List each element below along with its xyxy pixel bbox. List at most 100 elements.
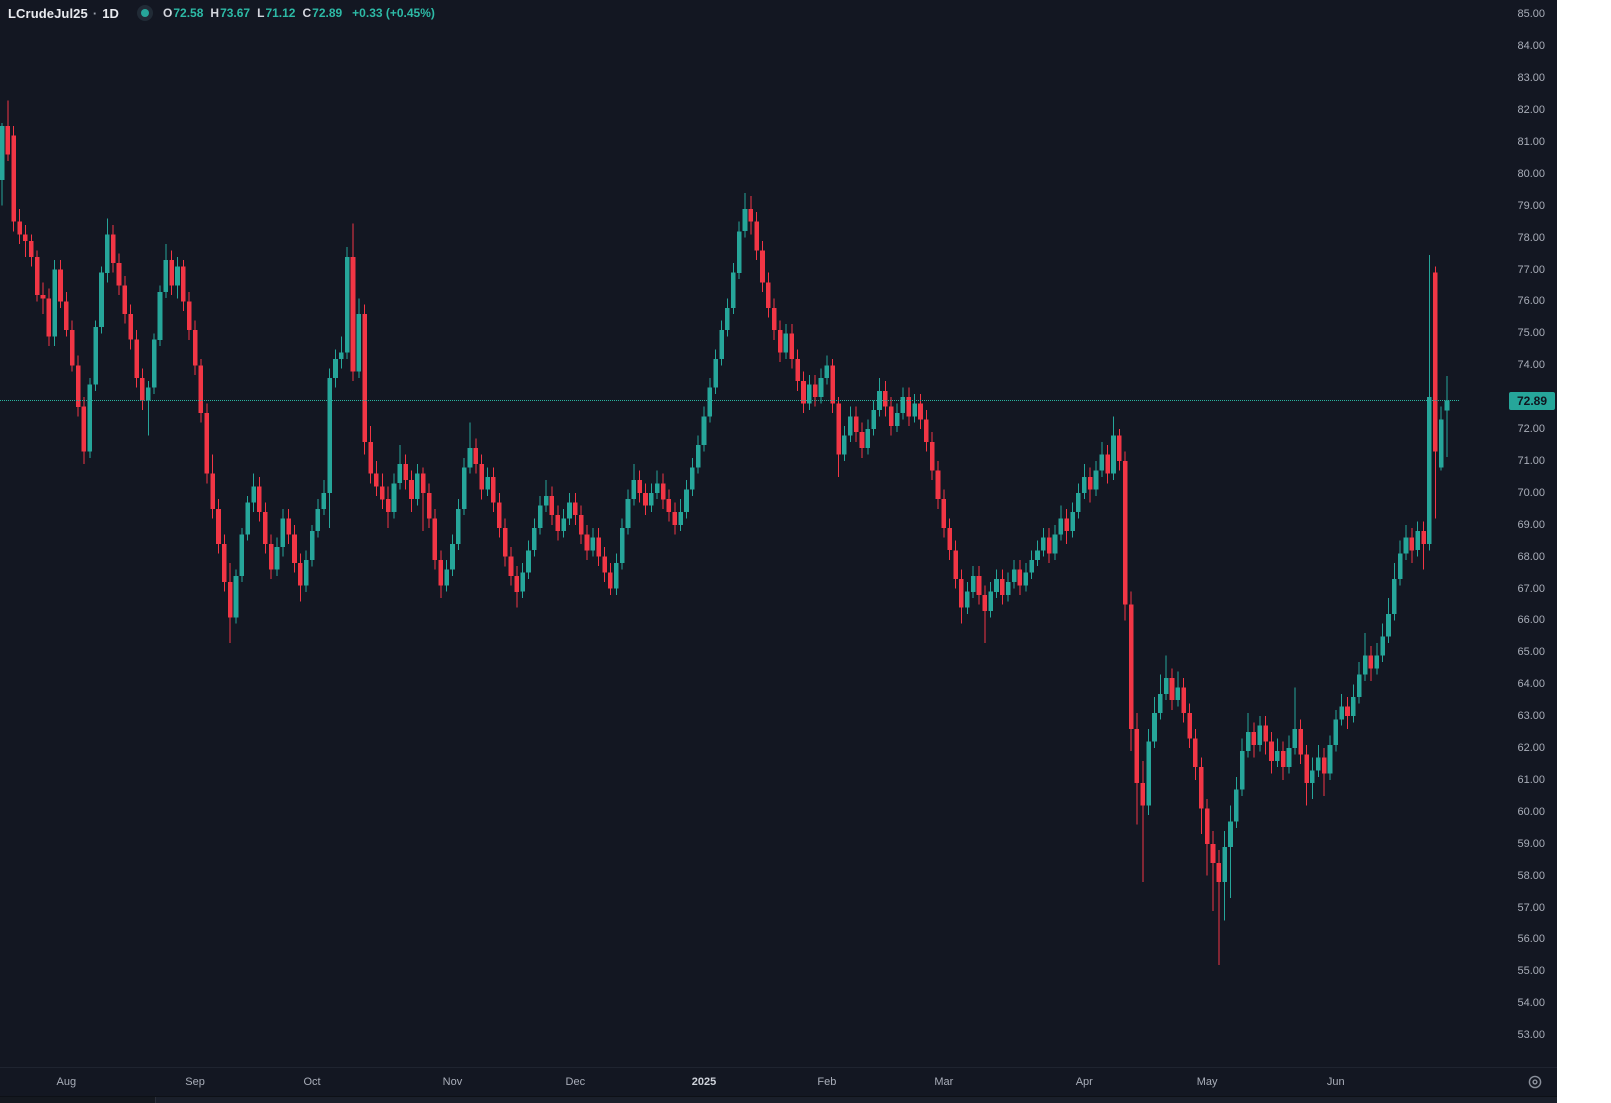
candle-body — [619, 527, 625, 563]
candle-body — [1169, 677, 1175, 701]
candle-body — [789, 333, 795, 359]
candle-body — [1187, 713, 1192, 739]
candle-body — [456, 508, 461, 544]
candle-body — [643, 492, 648, 506]
candle-body — [1380, 636, 1385, 656]
candle-body — [69, 330, 75, 366]
symbol-title[interactable]: LCrudeJul25 — [8, 5, 88, 21]
candle-body — [432, 518, 438, 560]
market-status-icon[interactable] — [137, 5, 154, 21]
candle-body — [502, 527, 508, 557]
candle-body — [157, 291, 163, 340]
candle-body — [754, 221, 759, 251]
candle-body — [303, 559, 309, 586]
price-axis-label: 79.00 — [1517, 199, 1545, 212]
candle-body — [672, 512, 678, 525]
high-value: 73.67 — [220, 6, 251, 20]
low-label: L — [257, 6, 265, 20]
candle-body — [666, 499, 672, 512]
price-axis-label: 61.00 — [1517, 773, 1545, 786]
candle-body — [280, 518, 286, 548]
candle-body — [227, 582, 233, 618]
time-axis-label: Feb — [817, 1076, 837, 1088]
candle-body — [1023, 572, 1029, 586]
price-axis-label: 64.00 — [1517, 678, 1545, 691]
axis-settings-icon[interactable] — [1526, 1073, 1544, 1091]
candle-wick — [1165, 655, 1167, 701]
open-value: 72.58 — [173, 6, 204, 20]
chart-legend: LCrudeJul25 · 1D O72.58 H73.67 L71.12 C7… — [8, 4, 435, 22]
candle-body — [309, 531, 315, 560]
candle-wick — [1423, 521, 1425, 570]
price-axis-label: 71.00 — [1517, 454, 1545, 467]
candle-body — [1432, 272, 1438, 452]
candle-body — [1239, 751, 1245, 790]
candle-body — [134, 339, 139, 378]
candle-body — [1041, 537, 1046, 551]
candle-body — [865, 429, 871, 449]
candle-body — [1076, 492, 1081, 512]
candle-body — [719, 330, 724, 359]
candle-body — [684, 489, 689, 512]
candle-body — [824, 365, 830, 379]
candlestick-canvas — [0, 100, 1450, 965]
candle-body — [181, 266, 186, 302]
candle-body — [491, 476, 496, 503]
candle-body — [906, 397, 912, 417]
price-axis-label: 65.00 — [1517, 646, 1545, 659]
price-axis-label: 59.00 — [1517, 837, 1545, 850]
candle-body — [34, 256, 40, 296]
candle-body — [1122, 461, 1128, 605]
candle-body — [169, 260, 174, 286]
candle-body — [1152, 713, 1157, 742]
candle-body — [1017, 569, 1023, 586]
candle-body — [836, 403, 841, 455]
candle-body — [871, 409, 876, 429]
candle-body — [707, 387, 713, 417]
candle-body — [1438, 419, 1444, 468]
candle-body — [11, 135, 16, 222]
candle-body — [549, 496, 555, 516]
candle-body — [847, 416, 853, 436]
price-axis-label: 83.00 — [1517, 72, 1545, 85]
ohlc-close: C72.89 — [302, 6, 342, 20]
candle-body — [239, 534, 245, 576]
last-price-value: 72.89 — [1516, 393, 1548, 408]
candle-body — [1251, 732, 1257, 745]
candle-body — [900, 397, 906, 414]
candle-body — [801, 381, 806, 404]
candle-body — [877, 390, 882, 410]
interval-label[interactable]: 1D — [102, 5, 120, 21]
chart-pane[interactable]: LCrudeJul25 · 1D O72.58 H73.67 L71.12 C7… — [0, 0, 1460, 1067]
candle-body — [1134, 728, 1140, 784]
candle-body — [725, 307, 730, 331]
ohlc-open: O72.58 — [163, 6, 203, 20]
candle-body — [46, 298, 52, 337]
candle-body — [116, 263, 122, 286]
candle-body — [356, 314, 362, 372]
candle-body — [64, 301, 69, 331]
candle-body — [795, 358, 800, 382]
candle-body — [473, 448, 479, 465]
candle-body — [637, 480, 642, 493]
candle-body — [713, 358, 718, 388]
time-axis[interactable]: Aug Sep Oct Nov Dec 2025 Feb Mar Apr May Jun — [0, 1067, 1557, 1096]
candle-body — [964, 591, 970, 608]
candle-wick — [1446, 375, 1448, 458]
price-axis-label: 66.00 — [1517, 614, 1545, 627]
candle-body — [1444, 400, 1450, 411]
candle-body — [982, 594, 988, 611]
candle-body — [771, 307, 777, 331]
price-axis-label: 57.00 — [1517, 901, 1545, 914]
candle-body — [894, 413, 900, 426]
candle-body — [1222, 846, 1227, 882]
candle-body — [40, 295, 46, 299]
status-dot-icon — [141, 9, 150, 17]
candle-body — [1257, 725, 1263, 745]
price-axis[interactable]: 85.00 84.00 83.00 82.00 81.00 80.00 79.00 78.00… — [1460, 0, 1557, 1067]
candle-body — [1175, 687, 1181, 701]
candle-body — [584, 534, 590, 551]
candle-body — [888, 406, 894, 426]
candle-body — [730, 272, 736, 308]
candle-body — [1158, 693, 1163, 713]
